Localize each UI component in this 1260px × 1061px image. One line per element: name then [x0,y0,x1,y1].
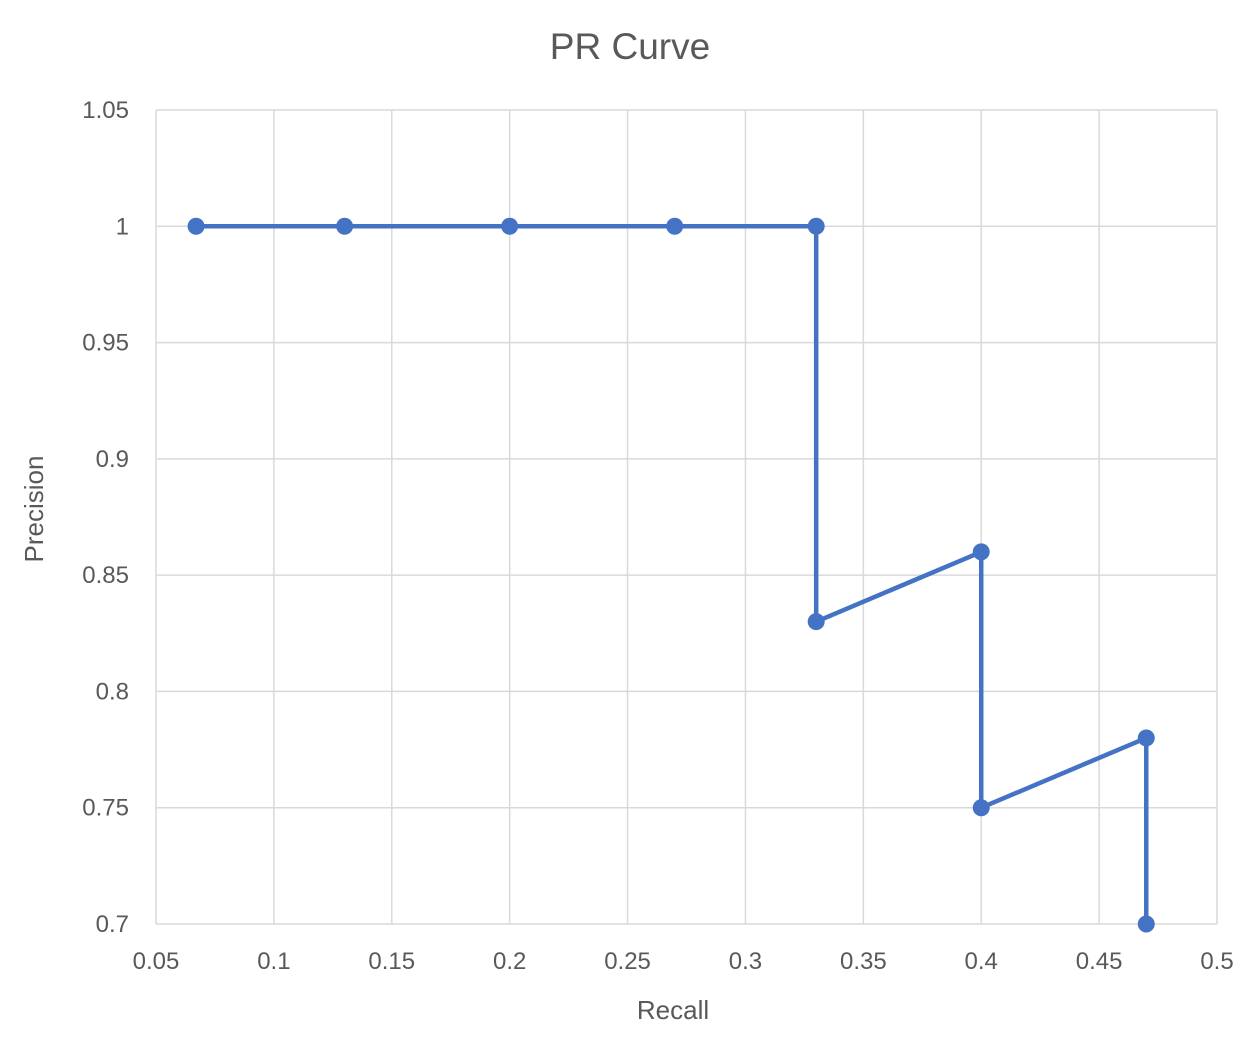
data-point [336,217,354,235]
data-point [972,799,990,817]
x-tick-label: 0.1 [257,948,290,975]
chart-title: PR Curve [550,26,710,67]
data-point [666,217,684,235]
y-tick-label: 0.9 [96,446,129,473]
data-point [501,217,519,235]
x-axis-title: Recall [637,995,709,1025]
x-tick-label: 0.25 [604,948,651,975]
y-tick-label: 0.7 [96,911,129,938]
grid-lines [155,109,1218,925]
x-tick-label: 0.3 [729,948,762,975]
y-tick-label: 0.75 [82,795,129,822]
y-axis-tick-labels: 0.7 0.75 0.8 0.85 0.9 0.95 1 1.05 [82,97,129,938]
data-point [1137,729,1155,747]
x-tick-label: 0.45 [1076,948,1123,975]
x-tick-label: 0.4 [965,948,998,975]
data-point [807,217,825,235]
y-tick-label: 0.95 [82,330,129,357]
x-tick-label: 0.5 [1200,948,1233,975]
series-pr [187,217,1155,933]
x-tick-label: 0.15 [368,948,415,975]
y-axis-title: Precision [19,456,49,563]
y-tick-label: 1.05 [82,97,129,124]
x-axis-tick-labels: 0.05 0.1 0.15 0.2 0.25 0.3 0.35 0.4 0.45 0.5 [133,948,1234,975]
x-tick-label: 0.35 [840,948,887,975]
series-line [196,224,1149,924]
x-tick-label: 0.2 [493,948,526,975]
data-point [187,217,205,235]
data-point [972,543,990,561]
y-tick-label: 1 [116,213,129,240]
y-tick-label: 0.85 [82,562,129,589]
y-tick-label: 0.8 [96,678,129,705]
data-point [807,613,825,631]
data-point [1137,915,1155,933]
x-tick-label: 0.05 [133,948,180,975]
